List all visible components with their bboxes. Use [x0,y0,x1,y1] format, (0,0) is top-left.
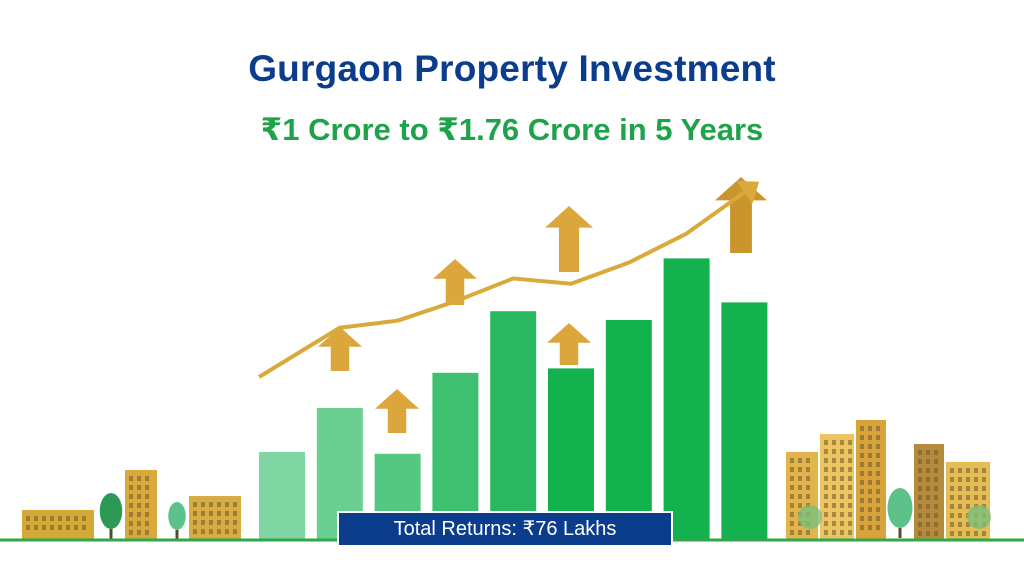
bush-right-1 [798,505,822,529]
building-left-3 [189,496,241,540]
building-right-5 [946,462,990,540]
bar-9 [721,302,768,540]
bar-series [259,258,768,540]
bush-right-2 [967,505,991,529]
building-left-2 [125,470,157,540]
building-right-2 [820,434,854,540]
bar-1 [259,452,305,540]
tree-left-2 [168,502,186,540]
trend-line [257,180,760,379]
growth-arrow-3 [433,259,477,305]
growth-arrow-6 [715,177,767,253]
building-right-3 [856,420,886,540]
page-subtitle: ₹1 Crore to ₹1.76 Crore in 5 Years [260,112,764,147]
total-returns-badge: Total Returns: ₹76 Lakhs [337,511,673,547]
bar-5 [490,311,537,540]
growth-arrow-2 [375,389,419,433]
building-right-1 [786,452,818,540]
growth-arrow-5 [547,323,591,365]
building-right-4 [914,444,944,540]
bar-8 [663,258,710,540]
building-left-1 [22,510,94,540]
tree-left-1 [99,493,123,539]
growth-arrows [318,177,767,433]
bar-7 [605,320,652,540]
growth-arrow-4 [545,206,593,272]
tree-right-1 [887,488,913,538]
trend-arrowhead [736,180,760,204]
trend-line-path [257,190,746,379]
city-skyline [22,420,991,540]
page-title: Gurgaon Property Investment [248,48,776,89]
growth-arrow-1 [318,327,362,371]
